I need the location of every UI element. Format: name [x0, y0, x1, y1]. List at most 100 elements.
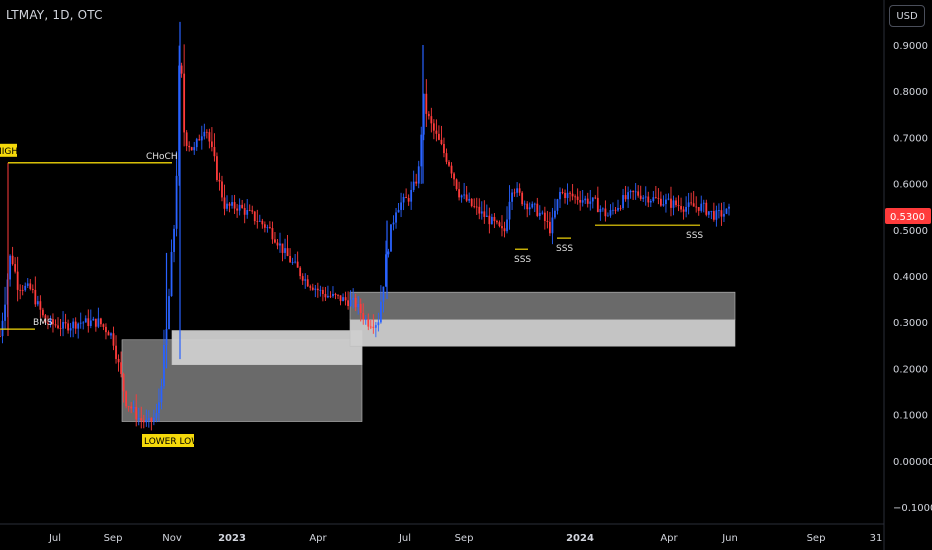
candle-body — [349, 299, 352, 307]
candle-body — [422, 93, 425, 135]
candle-body — [314, 288, 317, 290]
zone-dark — [349, 291, 736, 321]
candle-body — [710, 211, 713, 212]
candle-body — [374, 325, 377, 328]
candle-body — [682, 209, 685, 212]
candle-body — [183, 73, 186, 133]
candle-body — [586, 198, 589, 204]
candle-body — [39, 301, 42, 310]
candle-body — [251, 210, 254, 212]
candle-body — [19, 289, 22, 291]
candle-body — [632, 190, 635, 192]
candle-body — [637, 191, 640, 196]
candle-body — [533, 203, 536, 205]
candle-body — [503, 228, 506, 232]
x-tick-label: 2024 — [566, 533, 594, 544]
candle-body — [269, 227, 271, 229]
levels-layer: HIGH CHoCH BMS SSS SSS SSS — [0, 143, 703, 337]
price-tag-bg — [885, 207, 931, 224]
candle-body — [662, 204, 665, 206]
candle-body — [591, 197, 594, 202]
candle-body — [644, 196, 647, 198]
candle-body — [463, 194, 466, 196]
candle-body — [720, 210, 723, 217]
candle-body — [496, 221, 498, 223]
candle-body — [549, 221, 551, 234]
candle-body — [397, 209, 400, 213]
candle-body — [256, 221, 259, 222]
candle-body — [286, 248, 289, 256]
candle-body — [546, 220, 549, 222]
candle-body — [190, 147, 193, 151]
candle-body — [158, 402, 160, 414]
candle-body — [79, 322, 82, 324]
y-tick-label: −0.1000 — [893, 503, 932, 514]
candle-body — [596, 197, 599, 213]
candle-body — [198, 139, 201, 141]
high-label-bg — [0, 143, 17, 157]
candle-body — [654, 197, 657, 199]
candle-body — [334, 294, 337, 295]
candle-body — [92, 318, 95, 321]
y-axis[interactable]: 0.9000 0.8000 0.7000 0.6000 0.5000 0.4000 0.30… — [883, 0, 932, 550]
candle-body — [642, 197, 645, 199]
candle-body — [528, 207, 531, 210]
candle-body — [309, 286, 312, 288]
currency-button[interactable]: USD — [889, 5, 925, 27]
candle-body — [579, 199, 582, 203]
sss-label: SSS — [686, 231, 703, 241]
candle-body — [291, 262, 294, 263]
candle-body — [54, 324, 57, 326]
candle-body — [647, 196, 650, 203]
candle-body — [712, 211, 715, 220]
candle-body — [29, 283, 32, 289]
candle-body — [228, 203, 231, 206]
candle-body — [306, 279, 309, 287]
candle-body — [47, 322, 49, 324]
candle-body — [541, 212, 544, 214]
candle-body — [460, 195, 463, 198]
annotations-layer: LOWER LOW — [142, 434, 200, 447]
candle-body — [561, 191, 564, 193]
candle-body — [569, 192, 571, 194]
candle-body — [354, 297, 357, 308]
candle-body — [458, 189, 460, 198]
x-axis[interactable]: Jul Sep Nov 2023 Apr Jul Sep 2024 Apr Jun Sep 31 — [0, 523, 884, 544]
candle-body — [21, 290, 24, 291]
candle-body — [543, 212, 546, 221]
candle-body — [274, 239, 276, 243]
candle-body — [420, 134, 423, 167]
candle-body — [501, 226, 503, 229]
x-tick-label: 2023 — [218, 533, 246, 544]
candle-body — [279, 243, 281, 246]
candle-body — [24, 285, 27, 291]
candle-body — [473, 206, 476, 207]
candle-body — [455, 179, 458, 190]
candle-body — [14, 264, 17, 272]
candle-body — [478, 206, 481, 214]
candle-body — [216, 156, 218, 181]
candle-body — [337, 294, 339, 296]
candle-body — [415, 181, 418, 184]
candle-body — [357, 303, 360, 308]
candle-body — [87, 318, 90, 327]
candle-body — [677, 205, 680, 207]
candle-body — [342, 297, 344, 302]
candle-body — [574, 196, 577, 198]
candle-body — [57, 325, 59, 329]
candle-body — [127, 406, 130, 408]
candle-body — [200, 136, 203, 141]
candle-body — [498, 222, 501, 227]
candle-body — [359, 303, 362, 314]
candle-body — [304, 279, 307, 281]
candle-body — [367, 319, 370, 327]
candle-body — [276, 242, 279, 246]
candle-body — [490, 216, 493, 225]
candle-body — [89, 320, 92, 327]
sss-label: SSS — [514, 255, 531, 265]
candle-body — [52, 319, 54, 325]
candle-body — [241, 204, 244, 208]
lower-low-label-bg — [142, 434, 194, 447]
candle-body — [132, 406, 135, 409]
